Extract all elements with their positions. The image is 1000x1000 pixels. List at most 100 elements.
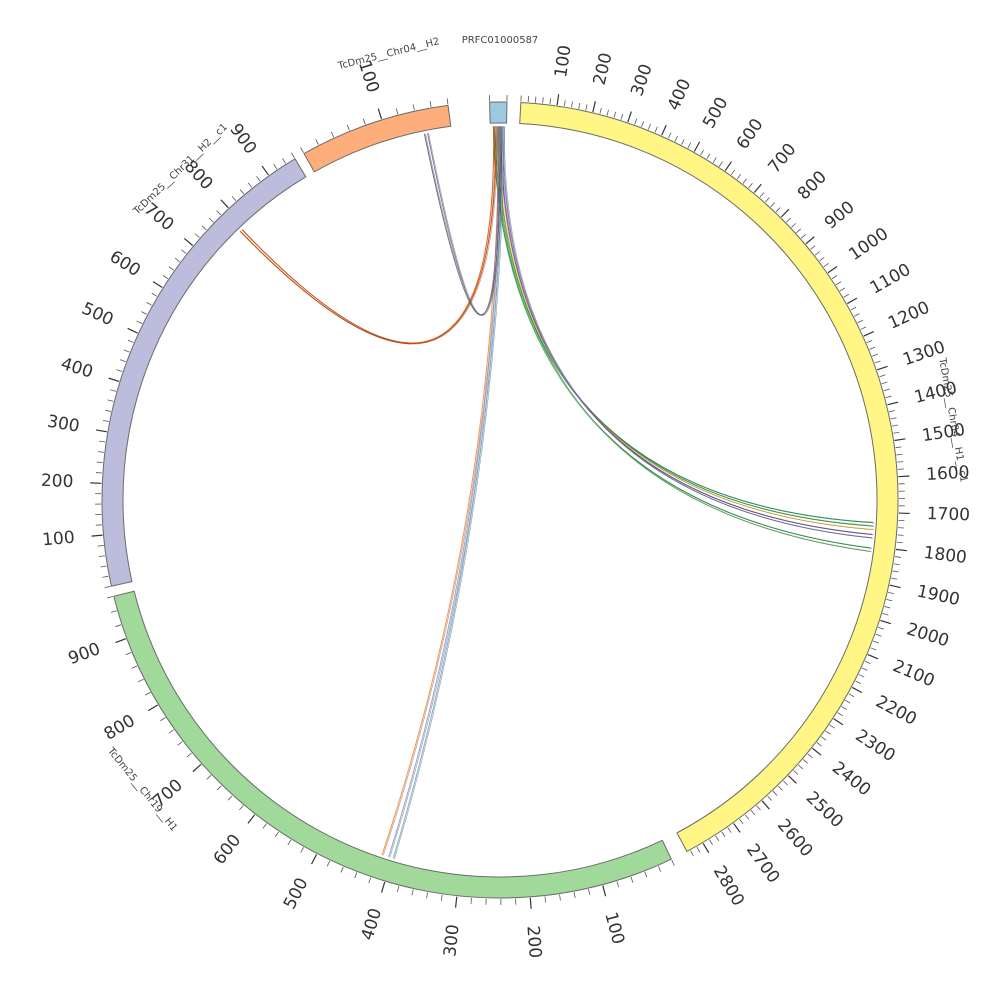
minor-tick [816, 742, 822, 747]
link-edge [504, 126, 874, 539]
minor-tick [756, 805, 761, 811]
tick-label: 2400 [828, 758, 874, 801]
minor-tick [216, 210, 222, 216]
minor-tick [891, 577, 898, 580]
major-tick [880, 619, 892, 625]
minor-tick [571, 101, 573, 108]
tick-label: 300 [46, 412, 81, 437]
minor-tick [850, 306, 857, 311]
minor-tick [578, 102, 581, 109]
major-tick [847, 297, 858, 305]
minor-tick [883, 388, 890, 392]
minor-tick [858, 674, 865, 678]
minor-tick [884, 606, 891, 609]
minor-tick [544, 896, 547, 903]
tick-label: 900 [225, 120, 260, 158]
minor-tick [315, 139, 319, 145]
link-TcDm25__Chr19__H1 [381, 126, 499, 856]
minor-tick [674, 135, 678, 142]
link-edge [394, 126, 505, 860]
minor-tick [893, 563, 900, 566]
tick-label: 2700 [742, 840, 784, 887]
major-tick [780, 208, 790, 218]
minor-tick [892, 424, 899, 427]
major-tick [529, 897, 532, 909]
minor-tick [98, 555, 105, 557]
minor-tick [136, 320, 143, 325]
minor-tick [340, 866, 344, 873]
link-edge [501, 126, 874, 536]
minor-tick [194, 233, 200, 238]
minor-tick [709, 839, 713, 845]
minor-tick [186, 752, 192, 758]
minor-tick [127, 339, 134, 343]
link-TcDm25__Chr04__H1__c1 [502, 126, 873, 539]
minor-tick [823, 262, 829, 268]
link-edge [499, 126, 875, 531]
minor-tick [102, 575, 109, 578]
minor-tick [535, 96, 537, 103]
minor-tick [810, 245, 816, 250]
tick-label: 700 [764, 140, 800, 178]
minor-tick [866, 339, 873, 344]
major-tick [895, 548, 907, 552]
minor-tick [888, 591, 895, 595]
minor-tick [300, 147, 304, 153]
segment-TcDm25__Chr04__H2 [303, 104, 452, 173]
tick-label: 2100 [890, 656, 938, 691]
minor-tick [874, 360, 881, 364]
tick-label: 1700 [926, 504, 970, 525]
link-edge [242, 126, 496, 344]
major-tick [115, 638, 127, 644]
tick-label: 100 [551, 44, 575, 79]
major-tick [602, 885, 607, 897]
minor-tick [873, 640, 880, 644]
minor-tick [104, 585, 111, 589]
major-tick [95, 429, 107, 433]
minor-tick [96, 461, 103, 464]
tick-label: 400 [58, 354, 95, 383]
minor-tick [206, 774, 212, 780]
links-layer [239, 125, 875, 860]
minor-tick [879, 374, 886, 378]
minor-tick [837, 712, 843, 717]
minor-tick [630, 876, 634, 883]
tick-label: 600 [733, 115, 768, 153]
minor-tick [131, 665, 138, 669]
minor-tick [839, 287, 846, 292]
minor-tick [300, 847, 304, 853]
major-tick [247, 814, 256, 824]
minor-tick [563, 100, 566, 107]
tick-label: 2000 [904, 619, 951, 651]
minor-tick [718, 161, 723, 167]
minor-tick [647, 123, 651, 130]
minor-tick [886, 599, 893, 602]
major-tick [833, 718, 844, 726]
minor-tick [107, 399, 114, 402]
minor-tick [739, 818, 744, 825]
major-tick [889, 584, 901, 589]
minor-tick [412, 104, 415, 111]
minor-tick [137, 678, 144, 683]
minor-tick [247, 182, 253, 188]
tick-label: 600 [210, 831, 246, 869]
minor-tick [791, 223, 797, 228]
minor-tick [897, 534, 904, 536]
minor-tick [820, 736, 827, 741]
minor-tick [613, 111, 617, 118]
minor-tick [239, 805, 244, 811]
segment-TcDm25__Chr31__H2__c1 [101, 158, 307, 587]
major-tick [724, 161, 732, 171]
minor-tick [100, 565, 107, 568]
minor-tick [99, 440, 106, 443]
minor-tick [893, 431, 900, 434]
tick-label: 1900 [915, 581, 962, 610]
minor-tick [786, 217, 791, 223]
minor-tick [872, 353, 878, 357]
minor-tick [869, 346, 876, 350]
major-tick [863, 330, 875, 337]
minor-tick [181, 249, 187, 254]
minor-tick [440, 894, 443, 901]
minor-tick [326, 860, 331, 867]
minor-tick [97, 545, 104, 547]
